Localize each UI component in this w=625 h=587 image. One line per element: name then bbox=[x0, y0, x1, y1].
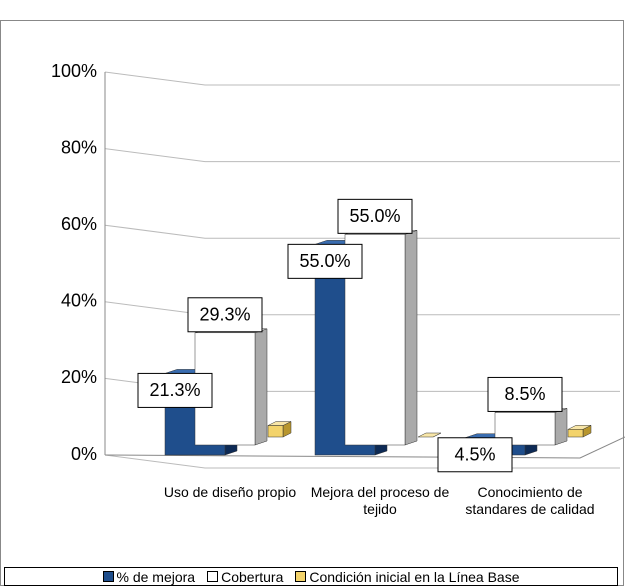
y-tick-label: 60% bbox=[61, 214, 97, 234]
legend-label: Condición inicial en la Línea Base bbox=[309, 568, 520, 585]
data-label-box bbox=[287, 243, 363, 279]
grid-line bbox=[104, 148, 620, 163]
data-label-group: 29.3% bbox=[187, 297, 263, 333]
data-label-box bbox=[437, 437, 513, 473]
data-label: 4.5% bbox=[454, 445, 495, 465]
y-tick-label: 20% bbox=[61, 367, 97, 387]
legend-label: % de mejora bbox=[116, 568, 196, 585]
data-label: 21.3% bbox=[149, 380, 200, 400]
y-tick-label: 0% bbox=[71, 444, 97, 464]
x-tick-label: Uso de diseño propio bbox=[163, 484, 297, 500]
y-tick-label: 40% bbox=[61, 291, 97, 311]
data-label: 8.5% bbox=[504, 384, 545, 404]
bar-side bbox=[554, 408, 568, 446]
grid-line bbox=[104, 224, 620, 239]
data-label-group: 21.3% bbox=[137, 372, 213, 408]
legend: % de mejora Cobertura Condición inicial en… bbox=[4, 567, 618, 586]
data-label-group: 55.0% bbox=[337, 198, 413, 234]
floor bbox=[104, 436, 625, 459]
data-label-box bbox=[487, 376, 563, 412]
bar-side bbox=[404, 230, 418, 446]
data-label-group: 55.0% bbox=[287, 243, 363, 279]
y-tick-label: 80% bbox=[61, 137, 97, 157]
grid-line bbox=[104, 71, 620, 86]
legend-label: Cobertura bbox=[221, 568, 284, 585]
data-label: 55.0% bbox=[299, 251, 350, 271]
data-label: 29.3% bbox=[199, 305, 250, 325]
data-label-box bbox=[337, 198, 413, 234]
x-tick-label: Mejora del proceso de tejido bbox=[310, 484, 450, 517]
x-tick-label: Conocimiento de standares de calidad bbox=[465, 484, 595, 517]
data-label-box bbox=[187, 297, 263, 333]
legend-swatch bbox=[295, 571, 307, 582]
data-label: 55.0% bbox=[349, 206, 400, 226]
y-tick-label: 100% bbox=[51, 61, 97, 81]
data-label-group: 4.5% bbox=[437, 437, 513, 473]
bar bbox=[267, 425, 284, 438]
legend-swatch bbox=[102, 571, 114, 582]
bar-side bbox=[254, 328, 268, 446]
legend-item: Condición inicial en la Línea Base bbox=[295, 568, 520, 585]
legend-item: Cobertura bbox=[207, 569, 283, 585]
legend-swatch bbox=[207, 571, 219, 582]
bar-top bbox=[417, 432, 442, 438]
bar bbox=[567, 429, 584, 438]
data-label-box bbox=[137, 372, 213, 408]
legend-item: % de mejora bbox=[102, 568, 196, 585]
data-label-group: 8.5% bbox=[487, 376, 563, 412]
